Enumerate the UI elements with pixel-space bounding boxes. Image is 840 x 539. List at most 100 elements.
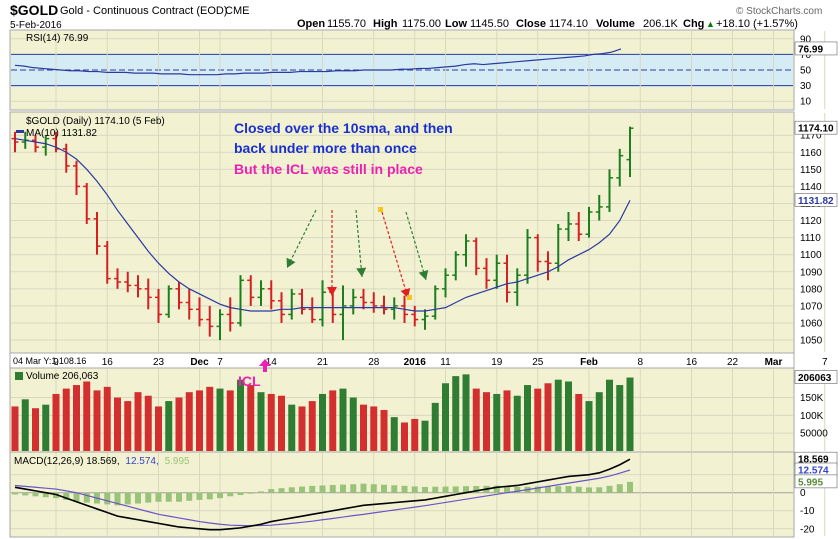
x-tick-label: Feb <box>580 357 598 368</box>
macd-histogram-bar <box>258 491 264 493</box>
macd-histogram-bar <box>411 486 418 493</box>
volume-badge-text: 206063 <box>798 373 832 384</box>
ohlc-bar <box>370 292 378 313</box>
volume-bar <box>52 393 60 451</box>
price-tick-label: 1100 <box>800 250 822 261</box>
volume-bar <box>267 393 275 451</box>
macd-histogram-bar <box>319 485 326 493</box>
ohlc-bar <box>11 131 19 153</box>
hist-badge-box <box>794 474 838 489</box>
volume-bar <box>483 392 490 451</box>
macd-histogram-bar <box>463 486 469 493</box>
ma-legend-swatch <box>16 130 24 133</box>
volume-bar <box>544 383 552 451</box>
rsi-tick-label: 30 <box>800 81 812 92</box>
ohlc-bar <box>73 160 80 195</box>
ohlc-bar <box>616 148 624 187</box>
volume-bar <box>626 377 634 451</box>
volume-bar <box>155 406 162 451</box>
volume-bar <box>124 401 132 451</box>
macd-histogram-bar <box>206 492 213 500</box>
volume-bar <box>390 417 398 451</box>
volume-bar <box>216 388 224 451</box>
ohlc-bar <box>442 268 449 298</box>
volume-bar <box>73 385 80 451</box>
ohlc-bar <box>349 288 357 315</box>
volume-value: 206.1K <box>643 18 679 30</box>
volume-tick-label: 150K <box>800 393 824 404</box>
x-tick-label: 7 <box>217 357 223 368</box>
macd-histogram-bar <box>575 486 582 493</box>
volume-bar <box>62 388 70 451</box>
macd-histogram-bar <box>309 485 316 493</box>
ma10-line <box>14 138 631 312</box>
x-tick-label: Mar <box>765 357 783 368</box>
ma-badge-box <box>794 193 838 207</box>
volume-bar <box>226 390 234 451</box>
ohlc-bar <box>83 182 91 224</box>
macd-histogram-bar <box>217 492 223 499</box>
volume-bar <box>349 397 357 451</box>
x-tick-label: 19 <box>491 357 503 368</box>
price-tick-label: 1140 <box>800 182 822 193</box>
signal-badge: 12.574 <box>794 462 838 477</box>
price-tick-label: 1070 <box>800 301 823 312</box>
volume-bar <box>134 392 142 451</box>
macd-histogram-bar <box>616 484 623 493</box>
ohlc-bar <box>278 292 285 323</box>
volume-layer <box>11 374 634 451</box>
macd-histogram-bar <box>165 492 172 502</box>
macd-histogram-bar <box>370 484 377 493</box>
volume-bar <box>165 401 173 451</box>
volume-bar <box>278 395 285 451</box>
volume-bar <box>32 408 39 451</box>
volume-bar <box>554 379 562 451</box>
x-tick-label: 25 <box>532 357 544 368</box>
volume-bar <box>524 385 531 451</box>
ohlc-bar <box>257 280 265 306</box>
rsi-tick-label: 50 <box>800 66 812 77</box>
ohlc-bar <box>452 251 460 281</box>
macd-histogram-bar <box>155 492 162 502</box>
marker-square <box>378 207 383 212</box>
ohlc-bar <box>503 254 511 303</box>
volume-bar <box>421 420 429 451</box>
volume-tick-label: 100K <box>800 411 824 422</box>
high-label: High <box>373 18 398 30</box>
volume-bar <box>329 390 337 451</box>
x-tick-label: 11 <box>440 357 451 368</box>
green-arrow-head <box>286 257 296 268</box>
ohlc-bar <box>134 275 142 298</box>
volume-bar <box>319 393 326 451</box>
ohlc-bar <box>226 297 234 332</box>
macd-histogram-bar <box>186 492 193 501</box>
rsi-badge-text: 76.99 <box>798 44 823 55</box>
green-arrow <box>355 209 367 278</box>
x-tick-label: 16 <box>102 357 114 368</box>
volume-bar <box>585 401 593 451</box>
price-tick-label: 1120 <box>800 216 822 227</box>
ohlc-bar <box>575 212 583 242</box>
close-badge-text: 1174.10 <box>798 124 834 135</box>
green-arrow <box>286 209 317 269</box>
price-tick-label: 1150 <box>800 165 822 176</box>
marker-square <box>407 295 412 300</box>
ohlc-bar <box>175 282 183 310</box>
x-tick-label: Dec <box>190 357 209 368</box>
macd-histogram-bar <box>22 492 29 496</box>
xaxis-left-label: 04 Mar Y:1,108.16 <box>13 356 86 366</box>
ohlc-bar <box>411 305 419 327</box>
annotation-arrows <box>286 207 429 300</box>
macd-histogram-bar <box>442 486 449 493</box>
ohlc-bar <box>585 206 593 238</box>
volume-bar <box>401 422 408 451</box>
volume-bar <box>452 376 460 451</box>
volume-label: Volume <box>596 18 635 30</box>
price-label: $GOLD (Daily) 1174.10 (5 Feb) <box>26 116 165 127</box>
macd-histogram-bar <box>12 492 18 495</box>
volume-bar <box>237 379 244 451</box>
macd-histogram-bar <box>401 485 408 493</box>
rsi-layer <box>14 48 622 76</box>
ohlc-bar <box>155 288 162 323</box>
